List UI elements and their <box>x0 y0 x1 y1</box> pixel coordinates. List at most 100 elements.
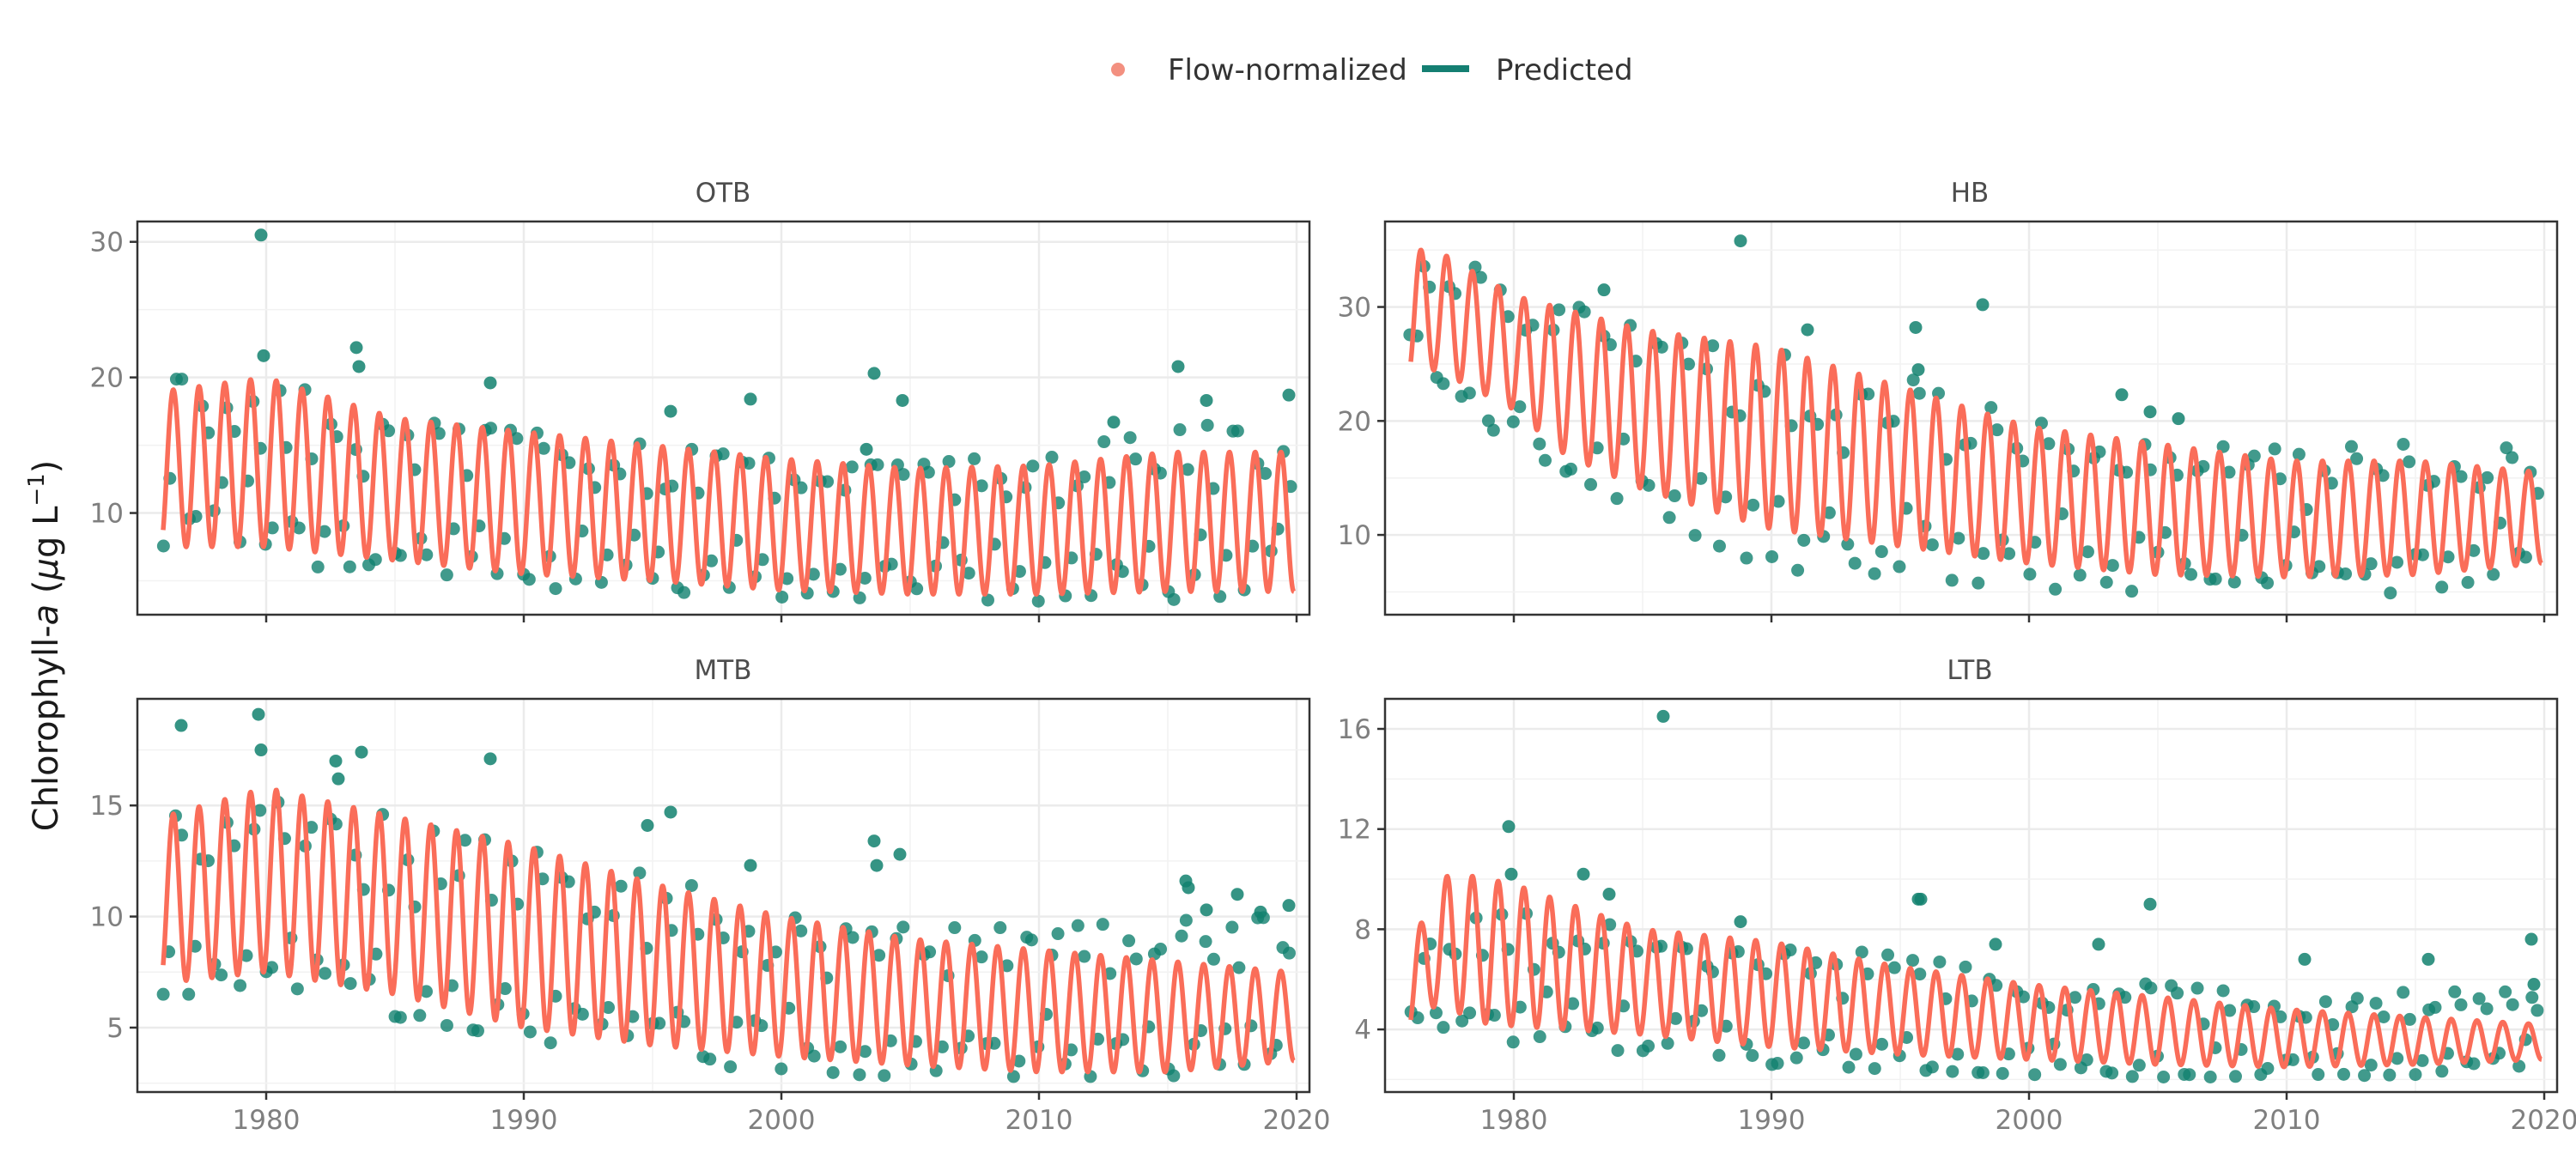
predicted-outliers <box>174 707 1296 919</box>
legend-label-flow-normalized: Flow-normalized <box>1168 53 1407 88</box>
predicted-point <box>975 950 988 964</box>
x-tick-label: 1980 <box>233 1105 301 1136</box>
predicted-point <box>1796 1036 1810 1050</box>
y-axis-title-prefix: Chlorophyll- <box>27 625 66 831</box>
predicted-point <box>2384 586 2397 600</box>
predicted-point <box>305 821 319 834</box>
predicted-point <box>1167 1069 1181 1083</box>
predicted-point <box>1842 1060 1856 1074</box>
predicted-point <box>234 979 247 992</box>
predicted-point <box>2105 559 2119 573</box>
predicted-point <box>2042 437 2056 451</box>
predicted-point <box>254 743 268 757</box>
predicted-point <box>1946 1065 1959 1078</box>
predicted-point <box>2157 1070 2171 1083</box>
predicted-point <box>1463 1006 1477 1020</box>
predicted-point <box>2467 1057 2481 1071</box>
predicted-point <box>1945 573 1959 587</box>
predicted-point <box>1096 918 1109 931</box>
predicted-point <box>1259 466 1273 480</box>
legend-label-predicted: Predicted <box>1496 53 1633 88</box>
predicted-point <box>393 549 407 562</box>
predicted-point <box>1848 556 1862 570</box>
predicted-point <box>1206 952 1220 966</box>
predicted-point <box>775 590 789 604</box>
predicted-point <box>860 442 873 456</box>
predicted-point <box>331 772 345 786</box>
predicted-point <box>2383 1068 2397 1082</box>
y-tick-label: 5 <box>106 1013 124 1044</box>
flow-normalized-line <box>1408 873 2544 1070</box>
predicted-point <box>1506 415 1520 428</box>
predicted-point <box>1473 270 1487 284</box>
predicted-point <box>484 422 498 435</box>
predicted-point <box>2115 388 2129 402</box>
predicted-point <box>2435 1065 2449 1078</box>
y-tick-label: 30 <box>90 228 124 258</box>
predicted-point <box>537 441 550 455</box>
predicted-point <box>858 571 872 585</box>
predicted-point <box>845 460 859 474</box>
predicted-point <box>664 805 677 819</box>
predicted-point <box>2344 440 2358 453</box>
predicted-point <box>2144 981 2158 995</box>
predicted-point <box>2125 585 2139 598</box>
predicted-point <box>1959 960 1972 974</box>
predicted-point <box>1906 373 1920 387</box>
predicted-point <box>1602 888 1616 901</box>
predicted-point <box>858 1045 872 1059</box>
predicted-point <box>1656 709 1670 723</box>
predicted-point <box>910 582 924 596</box>
predicted-point <box>1051 927 1065 941</box>
predicted-point <box>2369 997 2383 1010</box>
flow-normalized-line <box>1408 247 2544 580</box>
predicted-point <box>1642 478 1656 492</box>
panel-border <box>1383 697 2559 1094</box>
flow-normalized-line <box>161 377 1297 597</box>
predicted-point <box>2099 575 2113 589</box>
y-tick-label: 8 <box>1354 914 1371 945</box>
predicted-point <box>2247 449 2261 463</box>
predicted-point <box>1455 1014 1469 1028</box>
predicted-point <box>2403 1012 2416 1026</box>
predicted-point <box>2268 442 2281 456</box>
predicted-point <box>921 465 935 479</box>
predicted-point <box>2183 1068 2196 1082</box>
predicted-point <box>1590 441 1604 455</box>
grid-lines <box>137 221 1309 615</box>
predicted-point <box>1875 1037 1889 1051</box>
predicted-point <box>311 560 325 573</box>
predicted-point <box>1906 954 1920 968</box>
predicted-point <box>2105 1066 2119 1080</box>
predicted-point <box>420 548 434 561</box>
predicted-point <box>420 985 434 998</box>
predicted-point <box>1097 435 1111 449</box>
predicted-point <box>2435 580 2449 594</box>
predicted-point <box>1893 560 1906 573</box>
predicted-point <box>1462 386 1476 400</box>
y-tick-label: 16 <box>1338 714 1371 745</box>
predicted-point <box>2350 452 2364 465</box>
predicted-point <box>981 593 994 607</box>
predicted-point <box>1996 1066 2009 1080</box>
predicted-point <box>821 475 835 488</box>
predicted-point <box>1925 538 1939 552</box>
predicted-point <box>1913 968 1927 981</box>
predicted-point <box>1577 867 1590 881</box>
predicted-point <box>2073 568 2087 582</box>
predicted-point <box>1694 471 1708 485</box>
predicted-point <box>2125 1070 2139 1083</box>
predicted-point <box>2118 991 2132 1004</box>
predicted-point <box>1000 959 1014 973</box>
predicted-point <box>846 931 860 944</box>
predicted-point <box>2053 1058 2067 1071</box>
predicted-point <box>1182 881 1195 895</box>
predicted-point <box>2002 547 2016 561</box>
predicted-point <box>1504 867 1518 881</box>
predicted-point <box>2512 1059 2526 1073</box>
y-axis-title-close: ) <box>27 460 66 474</box>
predicted-point <box>1887 961 1901 974</box>
panel-strip-mtb: MTB <box>695 655 752 686</box>
x-tick-label: 2020 <box>1263 1105 1331 1136</box>
predicted-point <box>2318 995 2332 1009</box>
